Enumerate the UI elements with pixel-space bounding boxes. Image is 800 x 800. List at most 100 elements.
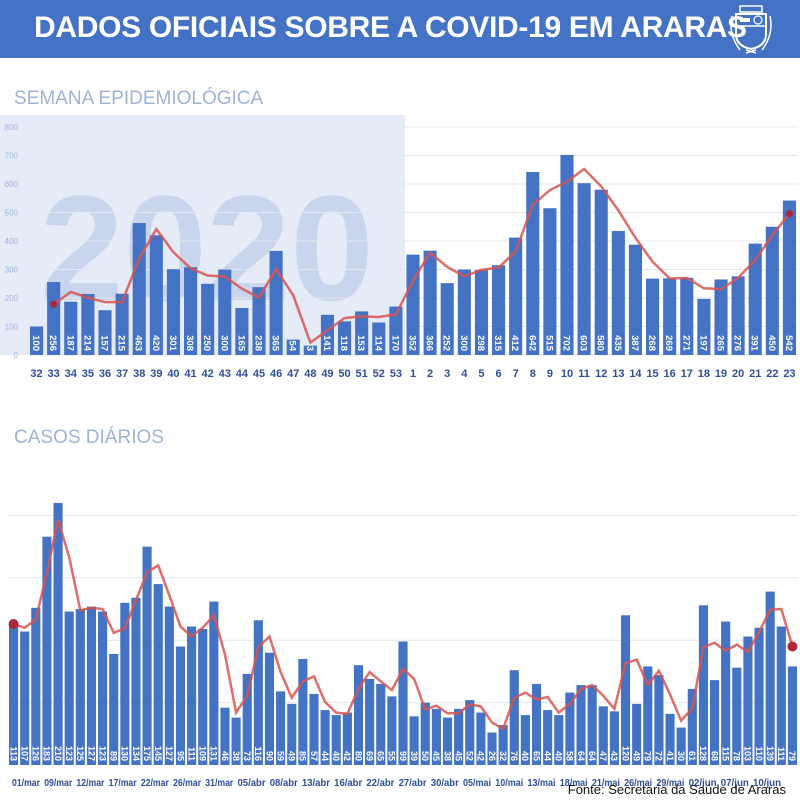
- bar-value-label: 114: [372, 336, 383, 352]
- bar: [131, 597, 141, 765]
- x-tick-label: 5: [478, 368, 484, 380]
- bar-value-label: 580: [595, 335, 606, 351]
- header-banner: DADOS OFICIAIS SOBRE A COVID-19 EM ARARA…: [0, 0, 800, 58]
- bar: [598, 706, 608, 765]
- bar: [776, 626, 786, 765]
- x-tick-label: 29/mai: [656, 778, 684, 789]
- bar: [765, 591, 775, 765]
- bar: [409, 716, 419, 765]
- x-tick-label: 31/mar: [205, 778, 233, 789]
- bar-value-label: 276: [732, 335, 743, 351]
- bar-value-label: 214: [81, 335, 92, 352]
- bar: [287, 703, 297, 765]
- bar: [365, 678, 375, 765]
- x-tick-label: 36: [99, 368, 111, 380]
- bar-value-label: 45: [453, 751, 463, 761]
- bar: [231, 717, 241, 765]
- weekly-chart-title: SEMANA EPIDEMIOLÓGICA: [14, 88, 264, 109]
- bar-value-label: 175: [142, 746, 152, 761]
- bar: [355, 311, 369, 355]
- bar-value-label: 139: [765, 746, 775, 761]
- bar: [442, 717, 453, 765]
- bar-value-label: 420: [150, 335, 161, 351]
- bar: [75, 609, 85, 765]
- bar-value-label: 38: [442, 751, 452, 761]
- x-tick-label: 48: [304, 368, 316, 380]
- x-tick-label: 43: [219, 368, 231, 380]
- bar-value-label: 301: [167, 335, 178, 352]
- bar: [86, 606, 97, 765]
- x-tick-label: 32: [30, 368, 42, 380]
- bar-value-label: 123: [97, 746, 107, 761]
- bar-value-label: 131: [209, 746, 219, 761]
- bar-value-label: 61: [687, 751, 697, 761]
- bar: [474, 270, 488, 355]
- x-tick-label: 10: [561, 368, 573, 380]
- x-tick-label: 05/abr: [238, 778, 266, 789]
- bar: [628, 244, 642, 355]
- bar: [431, 708, 441, 765]
- x-tick-label: 7: [513, 368, 519, 380]
- bar-value-label: 45: [431, 751, 441, 761]
- bar-value-label: 120: [620, 746, 630, 761]
- bar-value-label: 85: [298, 751, 308, 761]
- bar: [643, 666, 653, 765]
- trend-end-dot: [785, 210, 793, 218]
- bar-value-label: 40: [520, 751, 530, 761]
- bar-value-label: 183: [42, 746, 52, 761]
- bar-value-label: 127: [86, 746, 96, 761]
- x-tick-label: 50: [338, 368, 350, 380]
- bar-value-label: 110: [754, 746, 764, 761]
- bar: [440, 283, 454, 355]
- bar-value-label: 642: [526, 335, 537, 351]
- bar: [787, 666, 797, 765]
- y-tick-label: 100: [5, 323, 19, 332]
- bar-value-label: 366: [424, 335, 435, 351]
- bar: [680, 277, 694, 355]
- x-tick-label: 16: [664, 368, 676, 380]
- bar-value-label: 40: [331, 751, 341, 761]
- bar: [201, 283, 215, 355]
- bar-value-label: 210: [53, 746, 63, 761]
- bar-value-label: 145: [153, 746, 163, 761]
- x-tick-label: 6: [495, 368, 501, 380]
- bar-value-label: 141: [321, 335, 332, 352]
- bar: [594, 189, 608, 355]
- bar: [209, 601, 219, 765]
- bar-value-label: 412: [509, 335, 520, 351]
- bar: [115, 293, 129, 355]
- bar: [220, 707, 230, 765]
- bar: [64, 611, 74, 765]
- bar: [620, 615, 631, 765]
- bar: [142, 546, 152, 765]
- x-tick-label: 20: [732, 368, 744, 380]
- bar: [543, 710, 553, 765]
- bar-value-label: 42: [342, 751, 352, 761]
- x-tick-label: 21/mai: [592, 778, 620, 789]
- x-tick-label: 26/mar: [173, 778, 201, 789]
- bar-value-label: 298: [475, 335, 486, 351]
- x-tick-label: 45: [253, 368, 265, 380]
- x-tick-label: 13: [612, 368, 624, 380]
- bar: [531, 683, 542, 765]
- bar-value-label: 95: [175, 751, 185, 761]
- bar-value-label: 125: [75, 746, 85, 761]
- bar-value-label: 47: [598, 751, 608, 761]
- x-tick-label: 08/abr: [270, 778, 298, 789]
- x-tick-label: 39: [150, 368, 162, 380]
- bar: [665, 713, 675, 765]
- bar: [576, 685, 586, 765]
- bar: [320, 710, 330, 765]
- bar: [81, 294, 95, 355]
- bar: [646, 278, 660, 355]
- bar: [31, 607, 41, 765]
- bar-value-label: 170: [389, 335, 400, 351]
- bar: [676, 727, 686, 765]
- x-tick-label: 51: [356, 368, 368, 380]
- y-tick-label: 0: [14, 351, 19, 360]
- bar-value-label: 269: [663, 335, 674, 351]
- bar: [269, 250, 283, 355]
- bar-value-label: 50: [420, 751, 430, 761]
- x-tick-label: 26/mai: [624, 778, 652, 789]
- bar-value-label: 365: [270, 335, 281, 352]
